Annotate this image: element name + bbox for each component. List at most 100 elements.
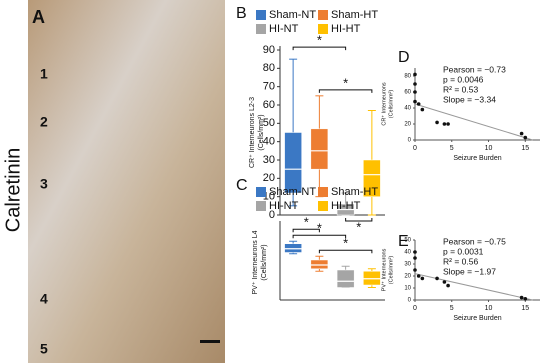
stat-annotation: Pearson = −0.75 <box>443 236 506 246</box>
point <box>446 283 450 288</box>
panel-letter: D <box>398 49 410 66</box>
y-tick-label: 30 <box>404 262 411 268</box>
layer-label: 2 <box>40 114 48 130</box>
point <box>413 99 417 104</box>
y-tick-label: 60 <box>263 99 275 111</box>
y-tick-label: 40 <box>404 250 411 256</box>
y-tick-label: 70 <box>263 81 275 93</box>
panel-letter: E <box>398 233 409 250</box>
y-tick-label: 0 <box>269 209 275 221</box>
x-tick-label: 0 <box>413 145 417 152</box>
significance-label: * <box>356 219 361 234</box>
box <box>336 269 355 288</box>
legend-swatch <box>318 24 328 34</box>
point <box>413 82 417 86</box>
stat-annotation: Pearson = −0.73 <box>443 64 506 74</box>
y-axis-label: (Cells/mm²) <box>388 256 394 285</box>
y-tick-label: 80 <box>263 62 275 74</box>
legend-label: Sham-HT <box>331 9 378 21</box>
point <box>413 250 417 254</box>
layer-label: 5 <box>40 341 48 357</box>
legend-swatch <box>256 10 266 20</box>
legend-swatch <box>318 187 328 197</box>
significance-label: * <box>304 215 309 230</box>
significance-bracket <box>318 249 373 254</box>
panel-letter: C <box>236 177 248 194</box>
box <box>363 271 381 286</box>
significance-bracket <box>345 218 373 222</box>
y-tick-label: 50 <box>404 238 411 244</box>
box <box>363 159 381 197</box>
point <box>413 72 417 77</box>
x-tick-label: 15 <box>521 145 529 152</box>
y-axis-label: CR⁺ Interneurons L2-3 <box>249 97 256 168</box>
legend-label: Sham-NT <box>269 9 316 21</box>
layer-label: 1 <box>40 66 48 82</box>
trend-line <box>414 103 533 141</box>
x-tick-label: 5 <box>450 145 454 152</box>
significance-label: * <box>343 75 348 90</box>
y-tick-label: 30 <box>263 154 275 166</box>
point <box>413 256 417 260</box>
y-tick-label: 0 <box>408 138 412 144</box>
y-tick-label: 90 <box>263 44 275 56</box>
y-axis-label: PV⁺ Interneurons <box>380 248 387 291</box>
legend-swatch <box>318 10 328 20</box>
y-tick-label: 50 <box>263 117 275 129</box>
legend-label: Sham-HT <box>331 186 378 198</box>
point <box>420 276 425 281</box>
scale-bar <box>200 340 220 343</box>
x-tick-label: 10 <box>485 145 493 152</box>
significance-bracket <box>292 46 347 51</box>
point <box>523 135 528 140</box>
box <box>310 259 329 269</box>
y-tick-label: 80 <box>404 74 411 80</box>
stat-annotation: p = 0.0031 <box>443 246 484 256</box>
x-axis-label: Seizure Burden <box>453 315 501 322</box>
point <box>413 90 417 94</box>
y-axis-label: (Cells/mm²) <box>388 90 394 119</box>
y-tick-label: 0 <box>408 298 412 304</box>
x-tick-label: 15 <box>521 305 529 312</box>
x-tick-label: 0 <box>413 305 417 312</box>
point <box>413 268 417 272</box>
significance-bracket <box>292 234 347 239</box>
point <box>435 120 439 125</box>
panel-letter: A <box>32 7 45 27</box>
layer-label: 4 <box>40 291 48 307</box>
panel-letter: B <box>236 5 247 22</box>
stat-annotation: R² = 0.53 <box>443 84 478 94</box>
point <box>519 295 524 300</box>
point <box>523 297 528 301</box>
micrograph <box>28 0 225 363</box>
y-axis-label: CR⁺ Interneurons <box>380 82 387 126</box>
y-tick-label: 20 <box>263 172 275 184</box>
point <box>420 107 425 112</box>
stat-annotation: R² = 0.56 <box>443 256 478 266</box>
point <box>519 131 524 136</box>
point <box>442 280 447 284</box>
y-tick-label: 40 <box>263 136 275 148</box>
significance-bracket <box>292 228 320 233</box>
x-tick-label: 10 <box>485 305 493 312</box>
stat-annotation: Slope = −1.97 <box>443 266 496 276</box>
significance-label: * <box>343 236 348 251</box>
legend-label: HI-HT <box>331 200 361 212</box>
significance-label: * <box>317 33 322 48</box>
legend-label: Sham-NT <box>269 186 316 198</box>
y-tick-label: 10 <box>404 286 411 292</box>
box <box>310 128 329 170</box>
point <box>435 276 439 281</box>
point <box>442 122 447 126</box>
y-axis-label: (Cells/mm²) <box>261 244 268 280</box>
y-tick-label: 40 <box>404 106 411 112</box>
y-axis-label: PV⁺ Interneurons L4 <box>252 230 259 294</box>
y-tick-label: 20 <box>404 122 411 128</box>
vertical-title: Calretinin <box>2 148 24 232</box>
stat-annotation: Slope = −3.34 <box>443 94 496 104</box>
point <box>416 274 421 278</box>
x-axis-label: Seizure Burden <box>453 155 501 162</box>
significance-bracket <box>318 89 373 93</box>
x-tick-label: 5 <box>450 305 454 312</box>
